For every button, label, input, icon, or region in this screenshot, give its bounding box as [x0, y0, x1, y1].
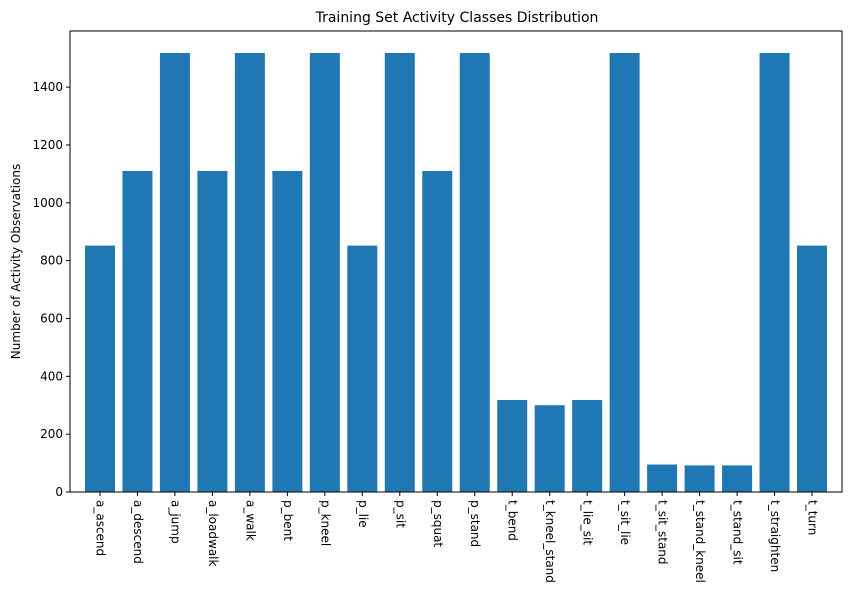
x-tick-label: t_stand_sit — [731, 500, 745, 565]
y-tick-label: 200 — [40, 427, 63, 441]
bar-p_stand — [459, 52, 490, 493]
y-tick-label: 1400 — [32, 80, 63, 94]
bar-t_sit_stand — [647, 464, 678, 492]
x-tick-label: p_stand — [468, 500, 482, 547]
x-tick-label: a_ascend — [93, 500, 107, 556]
x-axis: a_ascend a_descend a_jump a_loadwalk a_walk p… — [93, 492, 820, 583]
x-tick-label: t_sit_lie — [618, 500, 632, 545]
chart-title: Training Set Activity Classes Distributi… — [315, 10, 599, 26]
x-tick-label: a_descend — [131, 500, 145, 564]
y-tick-label: 1200 — [32, 138, 63, 152]
x-tick-label: p_sit — [393, 500, 407, 528]
bar-t_straighten — [759, 52, 790, 493]
x-tick-label: t_kneel_stand — [543, 500, 557, 583]
x-tick-label: a_jump — [168, 500, 182, 544]
y-tick-label: 0 — [55, 485, 63, 499]
bar-t_turn — [797, 245, 828, 492]
y-axis-label: Number of Activity Observations — [9, 164, 23, 359]
bar-p_squat — [422, 170, 453, 492]
y-tick-label: 800 — [40, 254, 63, 268]
y-axis: 0 200 400 600 800 1000 1200 1400 — [32, 80, 70, 499]
y-tick-label: 400 — [40, 369, 63, 383]
bar-t_bend — [497, 400, 528, 492]
bar-p_kneel — [309, 52, 340, 493]
x-tick-label: t_turn — [806, 500, 820, 535]
y-tick-label: 600 — [40, 311, 63, 325]
bar-t_stand_kneel — [684, 465, 715, 492]
x-tick-label: a_walk — [243, 500, 257, 541]
x-tick-label: p_kneel — [318, 500, 332, 546]
bar-t_stand_sit — [722, 465, 753, 492]
bar-a_ascend — [84, 245, 115, 492]
bar-t_sit_lie — [609, 52, 640, 493]
x-tick-label: p_lie — [356, 500, 370, 528]
bar-a_walk — [234, 52, 265, 493]
bar-p_bent — [272, 170, 303, 492]
x-tick-label: t_sit_stand — [656, 500, 670, 565]
bar-t_lie_sit — [572, 400, 603, 492]
plot-frame — [69, 30, 843, 493]
bar-a_jump — [159, 52, 190, 493]
x-tick-label: a_loadwalk — [206, 500, 220, 567]
y-tick-label: 1000 — [32, 196, 63, 210]
bar-p_lie — [347, 245, 378, 492]
bar-p_sit — [384, 52, 415, 493]
bar-t_kneel_stand — [534, 405, 565, 492]
x-tick-label: t_bend — [506, 500, 520, 541]
bar-a_loadwalk — [197, 170, 228, 492]
bar-a_descend — [122, 170, 153, 492]
x-tick-label: t_straighten — [768, 500, 782, 572]
x-tick-label: p_squat — [431, 500, 445, 547]
x-tick-label: t_stand_kneel — [693, 500, 707, 583]
x-tick-label: t_lie_sit — [581, 500, 595, 545]
bars — [84, 52, 828, 493]
x-tick-label: p_bent — [281, 500, 295, 541]
